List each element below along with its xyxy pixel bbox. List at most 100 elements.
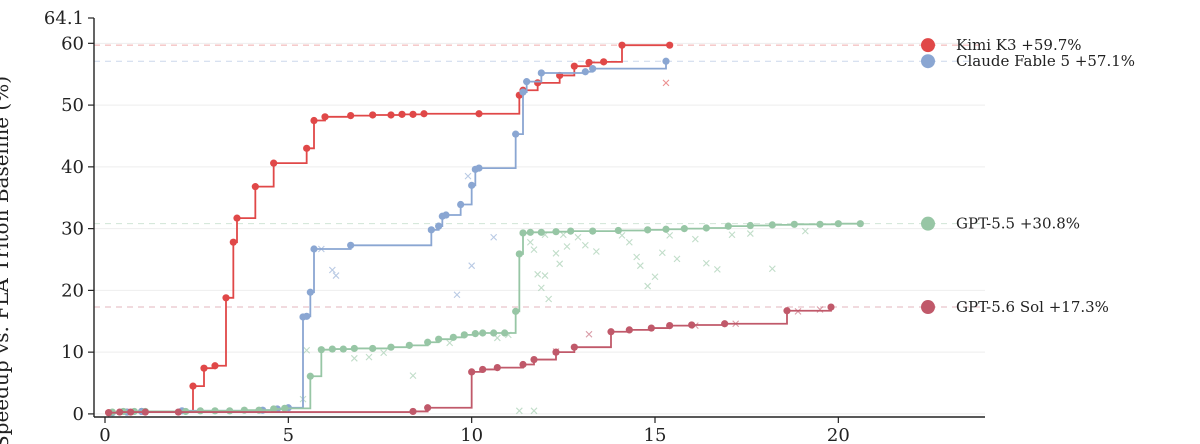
data-point bbox=[519, 360, 527, 369]
tried-marker bbox=[581, 241, 589, 249]
x-tick-label: 10 bbox=[460, 425, 483, 444]
data-point bbox=[834, 220, 842, 228]
data-point bbox=[607, 328, 615, 336]
tried-marker bbox=[801, 227, 809, 235]
data-point bbox=[211, 407, 219, 415]
data-point bbox=[479, 365, 487, 374]
tried-marker bbox=[559, 231, 567, 239]
tried-marker bbox=[328, 266, 336, 274]
data-point bbox=[493, 363, 501, 372]
tried-marker bbox=[644, 282, 652, 290]
data-point bbox=[350, 344, 358, 353]
y-tick-label: 10 bbox=[61, 342, 84, 363]
data-point bbox=[570, 343, 578, 351]
data-point bbox=[471, 330, 479, 338]
x-tick-label: 5 bbox=[283, 425, 294, 444]
x-tick-label: 15 bbox=[644, 425, 667, 444]
y-axis-max-label: 64.1 bbox=[44, 8, 84, 29]
data-point bbox=[567, 227, 575, 235]
data-point bbox=[721, 320, 729, 328]
legend-item: GPT-5.6 Sol +17.3% bbox=[921, 298, 1109, 316]
data-point bbox=[196, 407, 204, 415]
tried-marker bbox=[409, 372, 417, 380]
data-point bbox=[523, 78, 531, 86]
tried-marker bbox=[574, 233, 582, 241]
data-point bbox=[233, 214, 241, 222]
tried-marker bbox=[691, 235, 699, 243]
data-point bbox=[347, 241, 355, 249]
data-point bbox=[519, 88, 527, 96]
data-point bbox=[468, 181, 476, 189]
legend-item: Claude Fable 5 +57.1% bbox=[921, 52, 1135, 70]
tried-marker bbox=[380, 349, 388, 357]
tried-marker bbox=[636, 262, 644, 270]
tried-marker bbox=[468, 262, 476, 270]
series-step-line bbox=[112, 222, 861, 413]
tried-marker bbox=[633, 253, 641, 261]
tried-marker bbox=[563, 243, 571, 250]
data-point bbox=[328, 345, 336, 353]
data-point bbox=[515, 250, 523, 258]
tried-marker bbox=[556, 260, 564, 268]
y-tick-label: 60 bbox=[61, 33, 84, 54]
data-point bbox=[303, 144, 311, 152]
data-point bbox=[790, 220, 798, 228]
data-point bbox=[405, 341, 413, 349]
data-point bbox=[666, 321, 674, 330]
tried-marker bbox=[585, 330, 593, 338]
legend-label: GPT-5.5 +30.8% bbox=[956, 215, 1080, 233]
data-point bbox=[435, 222, 443, 230]
data-point bbox=[141, 408, 149, 416]
x-tick-label: 20 bbox=[827, 425, 850, 444]
data-point bbox=[537, 69, 545, 77]
data-point bbox=[827, 303, 835, 311]
data-point bbox=[724, 222, 732, 230]
x-tick-label: 0 bbox=[99, 425, 110, 444]
tried-marker bbox=[490, 233, 498, 241]
data-point bbox=[856, 220, 864, 228]
legend-marker bbox=[921, 216, 935, 231]
legend: Kimi K3 +59.7%Claude Fable 5 +57.1% GPT-5… bbox=[921, 36, 1135, 316]
tried-marker bbox=[446, 339, 454, 347]
data-point bbox=[339, 345, 347, 353]
data-point bbox=[589, 227, 597, 235]
data-point bbox=[347, 111, 355, 120]
data-point bbox=[127, 408, 135, 416]
data-point bbox=[270, 159, 278, 167]
data-point bbox=[449, 333, 457, 341]
tried-marker bbox=[453, 291, 461, 299]
data-point bbox=[475, 164, 483, 172]
tried-marker bbox=[713, 265, 721, 273]
data-point bbox=[702, 224, 710, 232]
data-point bbox=[600, 58, 608, 66]
data-point bbox=[387, 343, 395, 351]
tried-marker bbox=[666, 232, 674, 239]
data-point bbox=[783, 307, 791, 315]
legend-label: Kimi K3 +59.7% bbox=[956, 36, 1082, 54]
legend-item: GPT-5.5 +30.8% bbox=[921, 215, 1080, 233]
data-point bbox=[427, 226, 435, 234]
data-point bbox=[369, 111, 377, 119]
tried-marker bbox=[365, 353, 373, 361]
data-point bbox=[625, 326, 633, 334]
tried-marker bbox=[303, 346, 311, 354]
tried-marker bbox=[545, 295, 553, 303]
data-point bbox=[662, 225, 670, 233]
data-point bbox=[662, 57, 670, 65]
data-point bbox=[585, 58, 593, 67]
y-tick-label: 50 bbox=[61, 95, 84, 116]
tried-marker bbox=[702, 259, 710, 267]
data-point bbox=[768, 221, 776, 229]
data-point bbox=[174, 408, 182, 416]
data-point bbox=[552, 348, 560, 356]
tried-marker bbox=[530, 246, 538, 254]
data-point bbox=[105, 409, 113, 417]
series-lines bbox=[105, 41, 864, 417]
tried-marker bbox=[537, 284, 545, 292]
data-point bbox=[581, 68, 589, 76]
data-point bbox=[229, 238, 237, 246]
y-tick-label: 40 bbox=[61, 157, 84, 178]
data-point bbox=[409, 110, 417, 118]
tried-marker bbox=[332, 272, 340, 279]
